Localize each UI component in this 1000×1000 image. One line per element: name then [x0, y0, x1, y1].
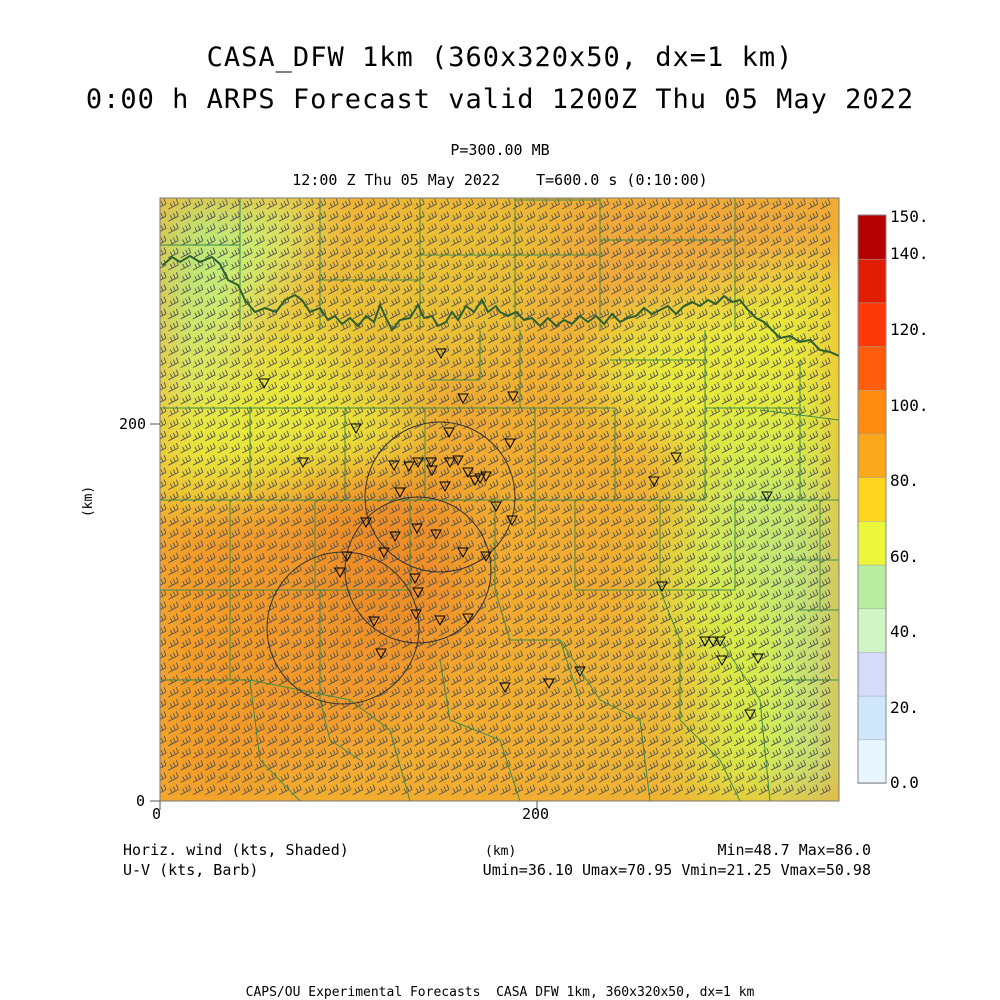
station-marker — [474, 473, 486, 485]
colorbar-label: 0.0 — [890, 775, 919, 791]
colorbar-swatch — [857, 607, 887, 653]
y-tick-0: 0 — [136, 794, 145, 809]
station-marker — [334, 567, 346, 579]
colorbar-swatch — [857, 520, 887, 566]
colorbar-swatch — [857, 695, 887, 741]
station-marker — [761, 491, 773, 503]
station-marker — [435, 348, 447, 360]
station-marker — [504, 438, 516, 450]
station-marker — [490, 501, 502, 513]
station-marker — [375, 648, 387, 660]
y-tick-200: 200 — [119, 417, 146, 432]
station-marker — [707, 636, 719, 648]
station-marker — [388, 460, 400, 472]
station-marker — [499, 682, 511, 694]
station-marker — [412, 457, 424, 469]
station-marker — [350, 423, 362, 435]
station-marker — [410, 609, 422, 621]
station-marker — [258, 378, 270, 390]
station-marker — [457, 393, 469, 405]
colorbar-label: 40. — [890, 624, 919, 640]
station-marker — [480, 471, 492, 483]
colorbar-swatch — [857, 214, 887, 260]
colorbar — [857, 214, 887, 784]
station-marker — [409, 573, 421, 585]
axis-ticks — [150, 423, 538, 810]
station-marker — [389, 531, 401, 543]
station-marker — [394, 487, 406, 499]
county-boundaries — [160, 198, 839, 801]
valid-time-label: 12:00 Z Thu 05 May 2022 T=600.0 s (0:10:… — [0, 173, 1000, 188]
station-marker — [480, 551, 492, 563]
station-marker — [368, 616, 380, 628]
station-marker — [412, 587, 424, 599]
colorbar-label: 120. — [890, 322, 929, 338]
colorbar-frame — [857, 214, 887, 784]
station-marker — [444, 457, 456, 469]
colorbar-swatch — [857, 302, 887, 347]
station-marker — [443, 427, 455, 439]
station-marker — [699, 636, 711, 648]
station-marker — [378, 547, 390, 559]
colorbar-swatch — [857, 739, 887, 784]
station-marker — [430, 529, 442, 541]
uv-stats-label: Umin=36.10 Umax=70.95 Vmin=21.25 Vmax=50… — [483, 863, 871, 878]
station-marker — [411, 523, 423, 535]
map-title-line2: 0:00 h ARPS Forecast valid 1200Z Thu 05 … — [0, 86, 1000, 113]
station-marker — [469, 475, 481, 487]
colorbar-swatch — [857, 433, 887, 478]
x-tick-200: 200 — [522, 807, 549, 822]
barb-field-label: U-V (kts, Barb) — [123, 863, 258, 878]
colorbar-swatch — [857, 564, 887, 609]
station-marker — [656, 581, 668, 593]
colorbar-label: 140. — [890, 246, 929, 262]
station-marker — [507, 391, 519, 403]
colorbar-swatch — [857, 345, 887, 391]
station-marker — [752, 653, 764, 665]
station-marker — [297, 457, 309, 469]
colorbar-label: 20. — [890, 700, 919, 716]
colorbar-label: 150. — [890, 209, 929, 225]
station-marker — [341, 551, 353, 563]
colorbar-label: 80. — [890, 473, 919, 489]
station-markers — [258, 348, 773, 721]
red-river-state-line — [162, 254, 839, 357]
min-max-label: Min=48.7 Max=86.0 — [717, 843, 871, 858]
x-axis-label: (km) — [485, 845, 516, 858]
colorbar-swatch — [857, 651, 887, 697]
x-tick-0: 0 — [152, 807, 161, 822]
station-marker — [439, 481, 451, 493]
station-marker — [403, 461, 415, 473]
station-marker — [360, 517, 372, 529]
station-marker — [543, 678, 555, 690]
pressure-level-label: P=300.00 MB — [0, 143, 1000, 158]
station-marker — [462, 467, 474, 479]
station-marker — [714, 636, 726, 648]
footer-credit: CAPS/OU Experimental Forecasts CASA DFW … — [0, 986, 1000, 999]
colorbar-swatch — [857, 476, 887, 522]
station-marker — [716, 655, 728, 667]
station-marker — [506, 515, 518, 527]
station-marker — [574, 666, 586, 678]
colorbar-label: 60. — [890, 549, 919, 565]
map-title-line1: CASA_DFW 1km (360x320x50, dx=1 km) — [0, 44, 1000, 71]
plot-frame — [159, 197, 840, 802]
station-marker — [744, 709, 756, 721]
station-marker — [457, 547, 469, 559]
station-marker — [462, 613, 474, 625]
colorbar-label: 100. — [890, 398, 929, 414]
shaded-field-label: Horiz. wind (kts, Shaded) — [123, 843, 349, 858]
station-marker — [670, 452, 682, 464]
station-marker — [425, 457, 437, 469]
station-marker — [648, 476, 660, 488]
colorbar-swatch — [857, 258, 887, 304]
colorbar-swatch — [857, 389, 887, 435]
station-marker — [452, 455, 464, 467]
station-marker — [434, 615, 446, 627]
y-axis-label: (km) — [81, 486, 96, 517]
